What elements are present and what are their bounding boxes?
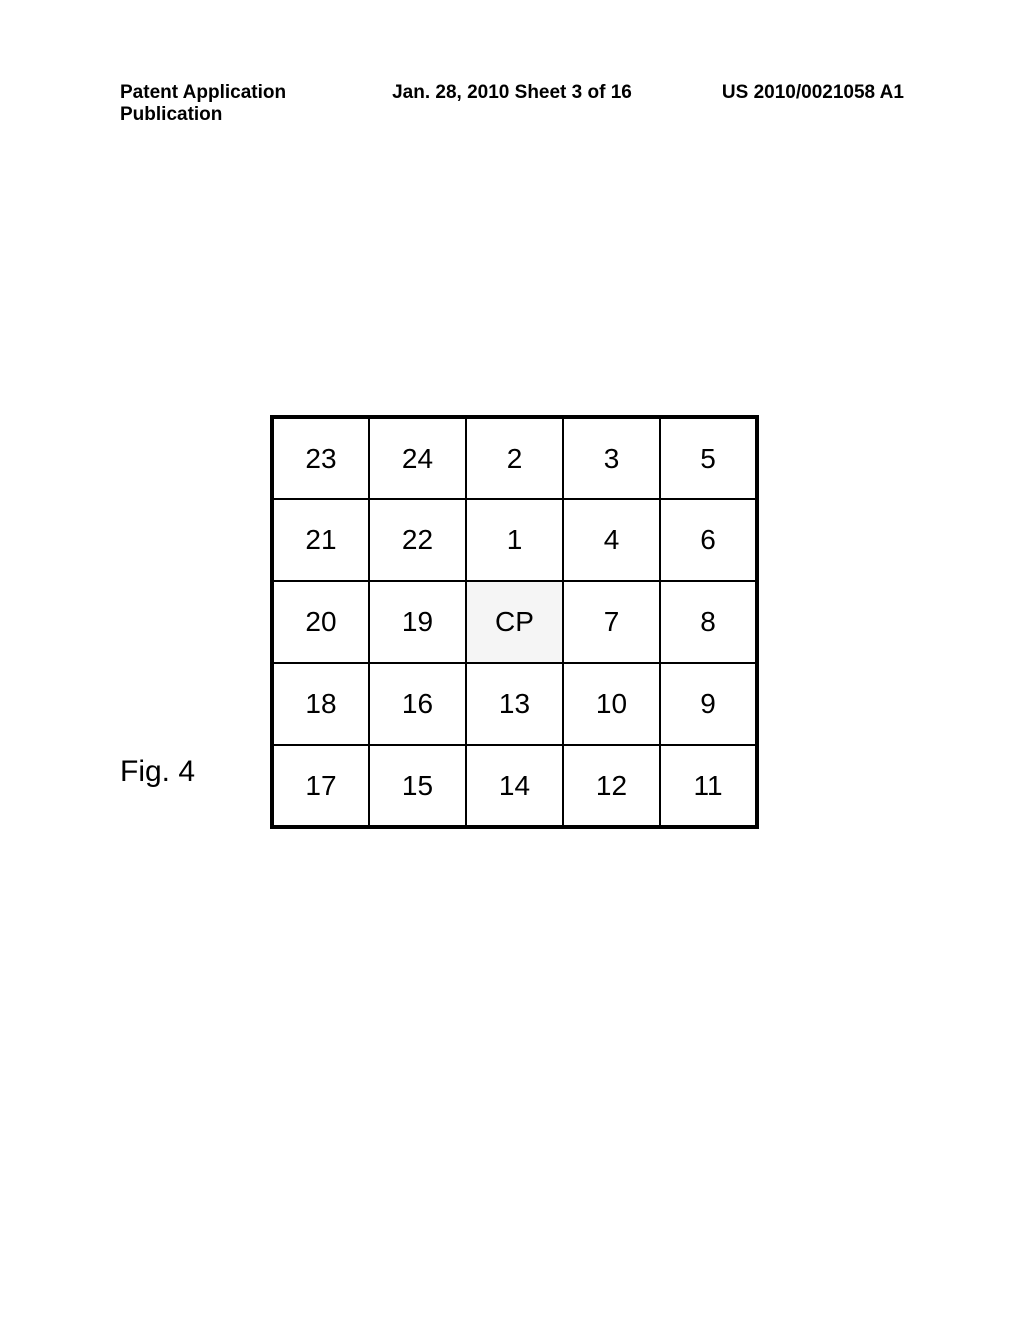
grid-cell: 4 (563, 499, 660, 581)
grid-cell: 18 (272, 663, 369, 745)
grid-cell-cp: CP (466, 581, 563, 663)
grid-cell: 8 (660, 581, 757, 663)
grid-cell: 17 (272, 745, 369, 827)
grid-cell: 15 (369, 745, 466, 827)
grid-cell: 20 (272, 581, 369, 663)
grid-cell: 7 (563, 581, 660, 663)
grid-cell: 5 (660, 417, 757, 499)
grid-cell: 13 (466, 663, 563, 745)
grid-cell: 21 (272, 499, 369, 581)
table-row: 21 22 1 4 6 (272, 499, 757, 581)
grid-cell: 12 (563, 745, 660, 827)
grid-table: 23 24 2 3 5 21 22 1 4 6 20 19 CP 7 8 18 … (270, 415, 759, 829)
grid-cell: 19 (369, 581, 466, 663)
publication-type: Patent Application Publication (120, 82, 381, 126)
figure-label: Fig. 4 (120, 755, 195, 789)
table-row: 18 16 13 10 9 (272, 663, 757, 745)
date-sheet: Jan. 28, 2010 Sheet 3 of 16 (381, 82, 642, 126)
grid-cell: 23 (272, 417, 369, 499)
grid-cell: 6 (660, 499, 757, 581)
grid-cell: 11 (660, 745, 757, 827)
grid-cell: 24 (369, 417, 466, 499)
grid-cell: 14 (466, 745, 563, 827)
table-row: 17 15 14 12 11 (272, 745, 757, 827)
publication-number: US 2010/0021058 A1 (643, 82, 904, 126)
table-row: 23 24 2 3 5 (272, 417, 757, 499)
grid-cell: 9 (660, 663, 757, 745)
figure-4-grid: 23 24 2 3 5 21 22 1 4 6 20 19 CP 7 8 18 … (270, 415, 759, 829)
grid-cell: 22 (369, 499, 466, 581)
grid-cell: 2 (466, 417, 563, 499)
page-header: Patent Application Publication Jan. 28, … (0, 82, 1024, 126)
grid-cell: 16 (369, 663, 466, 745)
table-row: 20 19 CP 7 8 (272, 581, 757, 663)
grid-cell: 1 (466, 499, 563, 581)
grid-cell: 10 (563, 663, 660, 745)
grid-cell: 3 (563, 417, 660, 499)
